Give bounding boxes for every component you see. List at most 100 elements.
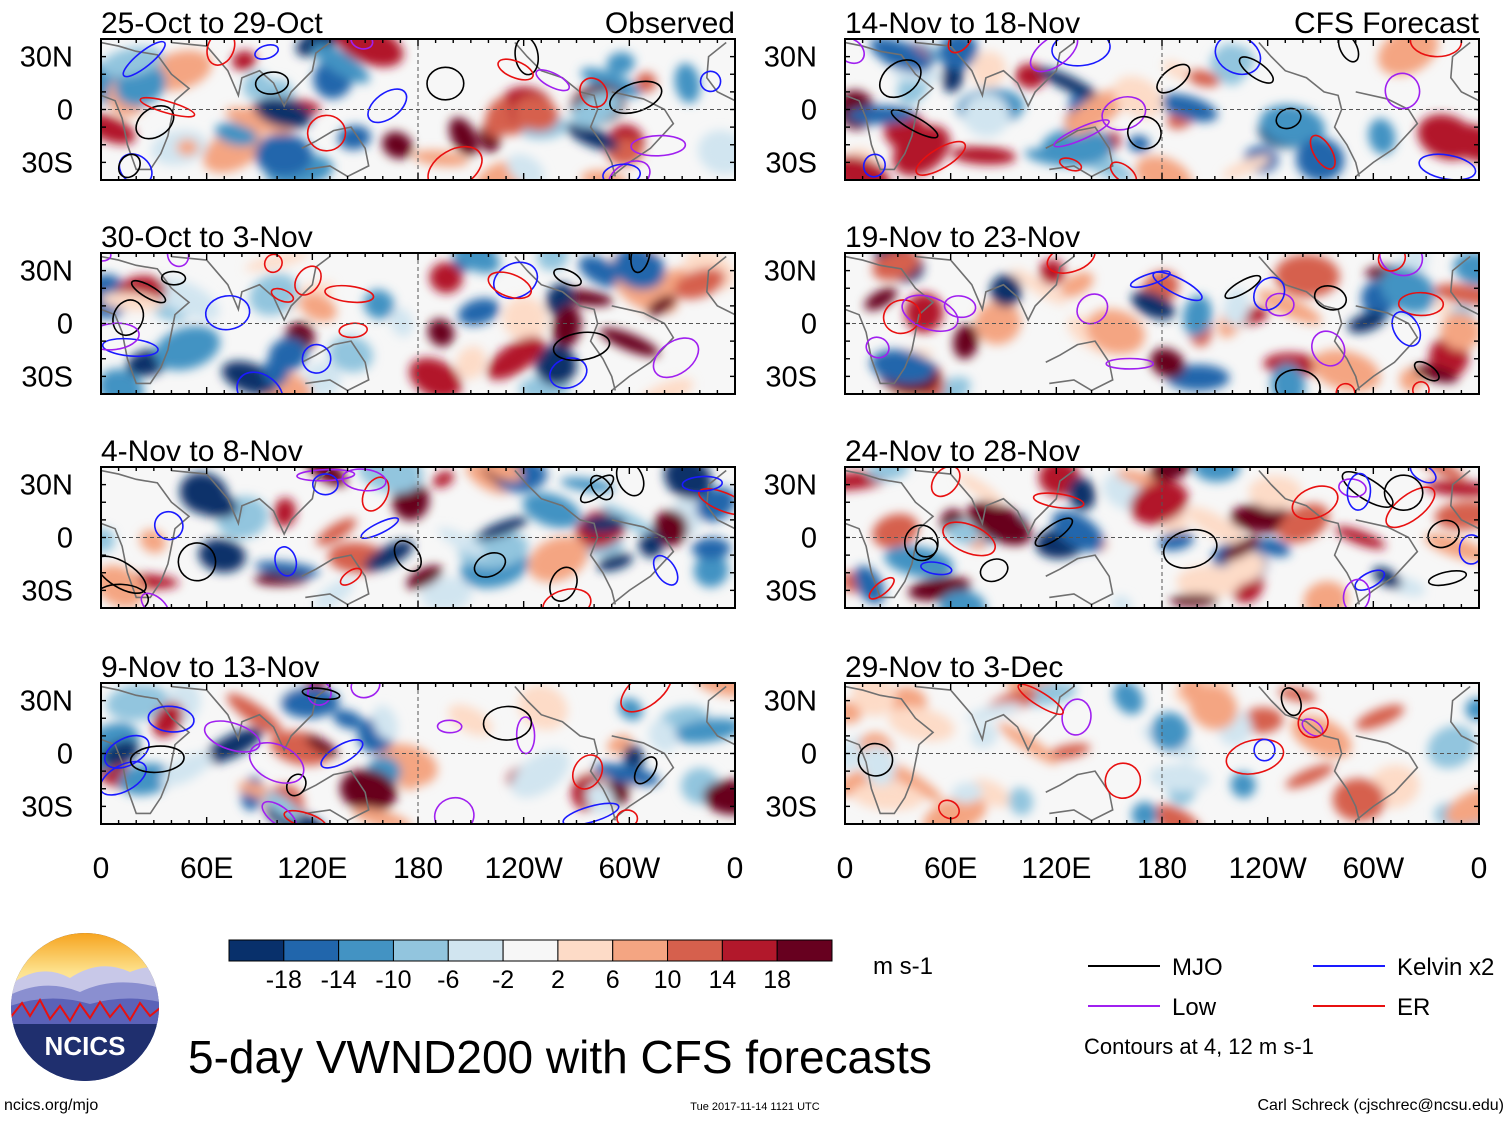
wave-contour: [930, 467, 961, 498]
wind-anomaly-blob: [513, 95, 559, 132]
wind-anomaly-blob: [1368, 118, 1396, 155]
wind-anomaly-blob: [872, 513, 919, 549]
wind-anomaly-blob: [963, 93, 1010, 137]
wind-anomaly-blob: [870, 349, 935, 384]
wind-anomaly-blob: [1248, 475, 1303, 510]
map-panel-8: 29-Nov to 3-Dec 30N 0 30S: [764, 651, 1480, 825]
wind-anomaly-blob: [887, 706, 955, 742]
wave-contour: [147, 705, 195, 733]
colorbar-swatch: [667, 939, 723, 962]
wind-anomaly-blob: [511, 749, 570, 798]
wind-anomaly-blob: [674, 63, 701, 104]
wave-contour: [160, 270, 187, 286]
footer-timestamp: Tue 2017-11-14 1121 UTC: [690, 1101, 819, 1113]
wave-contour: [482, 705, 533, 741]
colorbar-swatch: [721, 939, 778, 962]
wave-contour: [938, 799, 960, 820]
colorbar-swatch: [228, 939, 285, 962]
colorbar-tick-label: -18: [266, 966, 302, 994]
wave-contour: [1126, 115, 1162, 150]
wind-anomaly-blob: [1176, 565, 1242, 598]
x-tick-label: 120E: [1021, 852, 1091, 885]
wind-anomaly-blob: [432, 470, 454, 488]
x-tick-label: 120W: [484, 852, 563, 885]
wave-contour: [515, 716, 536, 755]
wind-anomaly-blob: [427, 318, 455, 347]
wind-anomaly-blob: [254, 97, 312, 129]
y-tick-label: 30N: [764, 42, 817, 74]
wind-anomaly-blob: [262, 357, 289, 387]
y-tick-label: 30S: [21, 147, 73, 179]
wind-anomaly-blob: [299, 293, 337, 322]
wind-anomaly-blob: [566, 123, 620, 152]
wave-contour: [166, 253, 190, 268]
wave-contour: [920, 561, 953, 576]
wave-contour: [1225, 738, 1285, 775]
wind-anomaly-blob: [1285, 763, 1335, 789]
wave-contour: [1253, 276, 1286, 311]
wave-contour: [698, 487, 735, 516]
wave-contour: [104, 734, 150, 769]
coastline: [611, 735, 675, 822]
wave-contour: [1051, 39, 1111, 67]
wave-contours: [868, 467, 1479, 608]
y-tick-label: 30S: [765, 361, 817, 393]
wave-contour: [878, 59, 922, 99]
coastlines: [845, 685, 1479, 822]
wind-anomaly-blob: [1427, 725, 1477, 769]
wave-contour: [1152, 271, 1203, 302]
x-tick-label: 180: [1137, 852, 1187, 885]
map-panel-5: 14-Nov to 18-Nov CFS Forecast 30N 0 30S: [764, 7, 1480, 181]
wind-anomaly-blob: [990, 274, 1022, 308]
wind-anomaly-blob: [1440, 312, 1479, 351]
coastline: [915, 469, 1075, 536]
y-tick-label: 30S: [765, 147, 817, 179]
wind-anomaly-blob: [636, 72, 657, 93]
wind-anomaly-blob: [951, 146, 1017, 165]
wind-field: [845, 253, 1479, 394]
wind-anomaly-blob: [601, 503, 659, 539]
coastline: [915, 41, 1075, 108]
coastline: [845, 255, 935, 385]
x-tick-label: 180: [393, 852, 443, 885]
map-panel-1: 25-Oct to 29-Oct Observed 30N 0 30S: [20, 7, 736, 181]
panel-period: 4-Nov to 8-Nov: [101, 435, 303, 468]
wave-contour: [1129, 270, 1171, 289]
wind-anomaly-blob: [456, 346, 487, 380]
panel-label: Observed: [605, 7, 735, 40]
wind-anomaly-blob: [476, 516, 528, 541]
wave-contour: [1280, 687, 1302, 717]
map-panel-6: 19-Nov to 23-Nov 30N 0 30S: [764, 221, 1480, 395]
wave-contour: [1341, 471, 1394, 508]
wind-anomaly-blob: [1465, 697, 1479, 721]
wind-anomaly-blob: [845, 740, 863, 771]
wind-anomaly-blob: [1113, 683, 1144, 715]
x-tick-label: 60W: [598, 852, 660, 885]
wind-anomaly-blob: [1149, 764, 1210, 792]
y-tick-label: 0: [57, 309, 73, 341]
wave-contour: [248, 741, 305, 784]
wave-contour: [1275, 107, 1302, 130]
wind-anomaly-blob: [672, 718, 735, 744]
footer-url[interactable]: ncics.org/mjo: [4, 1097, 98, 1114]
colorbar-swatch: [392, 939, 449, 962]
wind-anomaly-blob: [254, 133, 313, 177]
wave-contour: [942, 521, 996, 557]
colorbar-tick-label: 10: [654, 966, 682, 994]
wind-anomaly-blob: [409, 357, 462, 394]
coastline: [845, 41, 935, 171]
x-tick-label: 60E: [180, 852, 233, 885]
y-tick-label: 0: [57, 95, 73, 127]
wave-contour: [101, 760, 148, 796]
wave-contour: [1411, 380, 1430, 394]
wave-contours: [101, 253, 700, 394]
wind-anomaly-blob: [956, 472, 1004, 505]
wind-anomaly-blob: [970, 51, 1007, 88]
wave-contour: [320, 738, 364, 769]
wave-contour: [890, 108, 939, 139]
colorbar-tick-label: 6: [606, 966, 620, 994]
wave-contour: [1046, 253, 1096, 274]
wave-contour: [616, 809, 639, 824]
wind-anomaly-blob: [1149, 467, 1192, 482]
x-tick-label: 0: [1471, 852, 1488, 885]
